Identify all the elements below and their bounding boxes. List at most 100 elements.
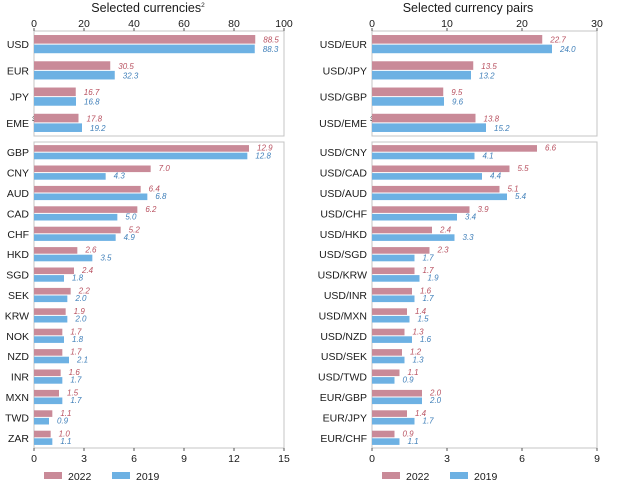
chart1-panel1-bar-2019-8 bbox=[372, 315, 410, 323]
chart1-panel1-category-label-6: USD/KRW bbox=[318, 270, 367, 282]
chart0-panel0: 0 20 40 60 80 100 USD 88.588.3 EUR 30.532.3 JPY 16.… bbox=[6, 18, 293, 137]
chart1-panel1-bar-2022-6 bbox=[372, 267, 415, 275]
chart1-panel0-bar-2022-0 bbox=[372, 35, 543, 44]
chart1-panel1-value-label-2022-0: 6.6 bbox=[545, 144, 557, 153]
chart1-panel1-category-label-4: USD/HKD bbox=[320, 229, 368, 241]
chart0-panel1-bar-2022-1 bbox=[34, 165, 151, 173]
chart1-panel1-tick-label-1: 3 bbox=[444, 453, 450, 465]
chart0-panel1-value-label-2019-9: 1.8 bbox=[72, 335, 84, 344]
chart0-panel0-bar-2019-2 bbox=[34, 97, 76, 106]
chart1-panel1-tick-label-0: 0 bbox=[369, 453, 375, 465]
chart0-panel0-frame bbox=[33, 30, 285, 137]
chart1-panel1-category-label-1: USD/CAD bbox=[320, 168, 368, 180]
chart1-panel1-value-label-2019-4: 3.3 bbox=[463, 233, 475, 242]
chart0-panel1-value-label-2022-11: 1.6 bbox=[69, 368, 81, 377]
chart1-panel1-category-label-11: USD/TWD bbox=[318, 372, 367, 384]
chart0-panel1-tick-label-0: 0 bbox=[31, 453, 37, 465]
chart0-panel1-value-label-2022-8: 1.9 bbox=[74, 307, 86, 316]
chart1-panel1-category-label-5: USD/SGD bbox=[319, 249, 367, 261]
chart1-panel1-bar-2022-14 bbox=[372, 430, 395, 438]
chart0-panel1-value-label-2019-10: 2.1 bbox=[76, 355, 88, 364]
chart0-panel0-bar-2019-1 bbox=[34, 70, 115, 80]
chart0-panel1-tick-label-3: 9 bbox=[181, 453, 187, 465]
chart1-panel1-value-label-2022-1: 5.5 bbox=[518, 164, 530, 173]
chart1-panel1-category-label-9: USD/NZD bbox=[320, 331, 367, 343]
chart0-panel1-category-label-6: SGD bbox=[6, 270, 29, 282]
chart0-panel1-bar-2022-13 bbox=[34, 410, 53, 417]
chart0-panel1-bar-2019-8 bbox=[34, 315, 68, 323]
chart1-panel1-bar-2022-9 bbox=[372, 328, 405, 336]
chart1-panel1-value-label-2022-9: 1.3 bbox=[413, 327, 425, 336]
chart1-panel1-category-label-12: EUR/GBP bbox=[320, 392, 367, 404]
chart1-panel1-bar-2019-11 bbox=[372, 377, 395, 384]
chart1-panel1-bar-2019-4 bbox=[372, 234, 455, 241]
chart0-panel1-tick-label-4: 12 bbox=[228, 453, 240, 465]
legend-label-2022-right: 2022 bbox=[406, 471, 430, 483]
chart1-panel1-value-label-2019-5: 1.7 bbox=[423, 253, 435, 262]
chart0-panel0-value-label-2019-3: 19.2 bbox=[90, 124, 106, 133]
chart1-panel1-bar-2022-1 bbox=[372, 165, 510, 173]
chart1-panel0-bar-2022-2 bbox=[372, 87, 444, 97]
chart1-panel1-tick-label-3: 9 bbox=[594, 453, 600, 465]
chart0-panel1-bar-2022-14 bbox=[34, 430, 51, 438]
chart1-panel1-bar-2019-0 bbox=[372, 152, 475, 160]
chart0-panel1-value-label-2022-13: 1.1 bbox=[60, 409, 71, 418]
chart0-panel1-value-label-2019-4: 4.9 bbox=[124, 233, 136, 242]
chart1-panel1-tick-label-2: 6 bbox=[519, 453, 525, 465]
chart0-panel0-bar-2022-2 bbox=[34, 87, 76, 97]
chart0-panel1-category-label-13: TWD bbox=[5, 412, 29, 424]
chart1-panel1-bar-2019-5 bbox=[372, 254, 415, 262]
chart0-panel1-bar-2022-5 bbox=[34, 247, 78, 254]
chart1-panel1-bar-2019-14 bbox=[372, 438, 400, 445]
chart1-panel1-value-label-2019-0: 4.1 bbox=[483, 151, 494, 160]
chart1-panel1-value-label-2019-6: 1.9 bbox=[428, 274, 440, 283]
chart0-panel1-bar-2022-2 bbox=[34, 185, 141, 193]
chart1-panel0-tick-label-0: 0 bbox=[369, 18, 375, 30]
legend-label-2022: 2022 bbox=[68, 471, 92, 483]
chart1-panel0-bar-2019-3 bbox=[372, 123, 486, 132]
legend-swatch-2019 bbox=[112, 472, 130, 479]
chart0-panel1-category-label-8: KRW bbox=[5, 310, 29, 322]
left-chart-title: Selected currencies2 bbox=[91, 1, 205, 15]
legend-swatch-2019-right bbox=[450, 472, 468, 479]
left-chart-title-sup: 2 bbox=[201, 2, 205, 9]
legend-label-2019: 2019 bbox=[136, 471, 160, 483]
chart0-panel1-bar-2022-0 bbox=[34, 145, 249, 152]
chart1-panel1-bar-2019-12 bbox=[372, 397, 422, 405]
chart0-panel1-value-label-2019-14: 1.1 bbox=[60, 437, 71, 446]
chart0-panel1-bar-2022-12 bbox=[34, 389, 59, 397]
chart0-panel1-category-label-9: NOK bbox=[6, 331, 29, 343]
chart1-panel0-value-label-2022-1: 13.5 bbox=[481, 62, 497, 71]
chart0-panel1-frame bbox=[33, 141, 285, 449]
chart0-panel0-value-label-2019-0: 88.3 bbox=[263, 45, 279, 54]
chart1-panel1-bar-2022-12 bbox=[372, 389, 422, 397]
chart0-panel1-bar-2019-3 bbox=[34, 213, 118, 221]
chart1-panel1-bar-2019-10 bbox=[372, 356, 405, 364]
chart0-panel1: 0 3 6 9 12 15 GBP 12.912.8 CNY 7.0 4.3 AUD 6.46.8 CAD… bbox=[5, 141, 290, 465]
chart0-panel1-value-label-2022-4: 5.2 bbox=[129, 225, 141, 234]
chart1-panel1-value-label-2019-3: 3.4 bbox=[465, 213, 477, 222]
chart0-panel0-value-label-2022-0: 88.5 bbox=[263, 36, 279, 45]
chart1-panel1-category-label-14: EUR/CHF bbox=[320, 433, 367, 445]
chart1-panel1-category-label-13: EUR/JPY bbox=[323, 412, 367, 424]
chart0-panel0-tick-label-3: 60 bbox=[178, 18, 190, 30]
chart1-panel1-bar-2022-4 bbox=[372, 226, 432, 234]
chart0-panel1-bar-2019-9 bbox=[34, 336, 64, 343]
chart1-panel0-value-label-2019-3: 15.2 bbox=[494, 124, 510, 133]
chart0-panel0-value-label-2019-1: 32.3 bbox=[123, 71, 139, 80]
chart1-panel0-value-label-2019-0: 24.0 bbox=[559, 45, 576, 54]
chart0-panel1-bar-2019-12 bbox=[34, 397, 63, 405]
chart0-panel1-category-label-1: CNY bbox=[7, 168, 29, 180]
chart0-panel1-value-label-2022-5: 2.6 bbox=[84, 246, 97, 255]
chart1-panel1-bar-2019-1 bbox=[372, 173, 482, 180]
chart0-panel0-category-label-0: USD bbox=[7, 39, 30, 51]
chart1-panel1-value-label-2022-7: 1.6 bbox=[420, 287, 432, 296]
chart1-panel0: 0 10 20 30 USD/EUR 22.724.0 USD/JPY 13.513.2 USD… bbox=[319, 18, 603, 137]
chart0-panel1-category-label-4: CHF bbox=[7, 229, 29, 241]
chart0-panel1-category-label-0: GBP bbox=[7, 147, 29, 159]
chart1-panel1-category-label-0: USD/CNY bbox=[320, 147, 367, 159]
chart0-panel0-tick-label-2: 40 bbox=[128, 18, 140, 30]
chart1-panel1-category-label-8: USD/MXN bbox=[319, 310, 367, 322]
